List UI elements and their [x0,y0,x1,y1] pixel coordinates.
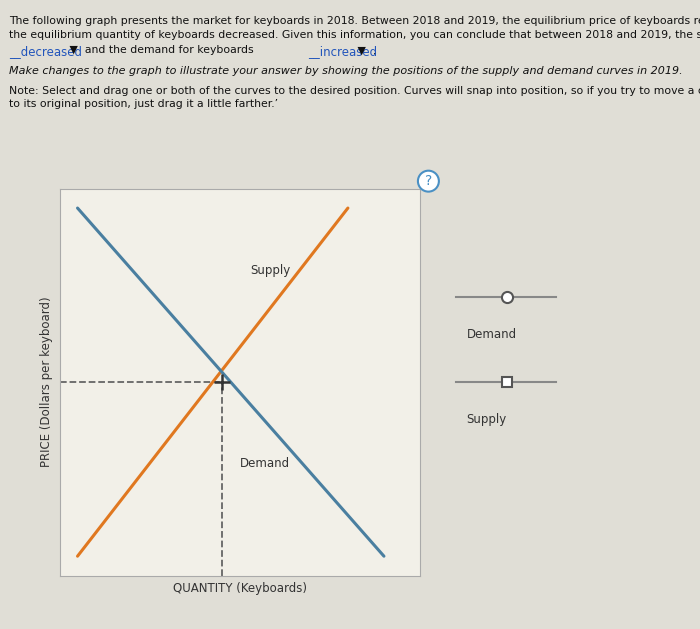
Text: ▼  .: ▼ . [354,45,376,55]
Text: ?: ? [425,174,432,188]
X-axis label: QUANTITY (Keyboards): QUANTITY (Keyboards) [173,582,307,596]
Text: Demand: Demand [466,328,517,341]
Text: Supply: Supply [466,413,507,426]
Text: the equilibrium quantity of keyboards decreased. Given this information, you can: the equilibrium quantity of keyboards de… [9,30,700,40]
Text: Make changes to the graph to illustrate your answer by showing the positions of : Make changes to the graph to illustrate … [9,66,682,76]
Text: __decreased: __decreased [9,45,82,58]
Text: __increased: __increased [308,45,377,58]
Text: Demand: Demand [239,457,290,470]
Text: Supply: Supply [251,264,290,277]
Text: ▼  and the demand for keyboards: ▼ and the demand for keyboards [66,45,254,55]
Text: The following graph presents the market for keyboards in 2018. Between 2018 and : The following graph presents the market … [9,16,700,26]
Text: Note: Select and drag one or both of the curves to the desired position. Curves : Note: Select and drag one or both of the… [9,86,700,96]
Y-axis label: PRICE (Dollars per keyboard): PRICE (Dollars per keyboard) [40,297,52,467]
Text: to its original position, just drag it a little farther.’: to its original position, just drag it a… [9,99,278,109]
